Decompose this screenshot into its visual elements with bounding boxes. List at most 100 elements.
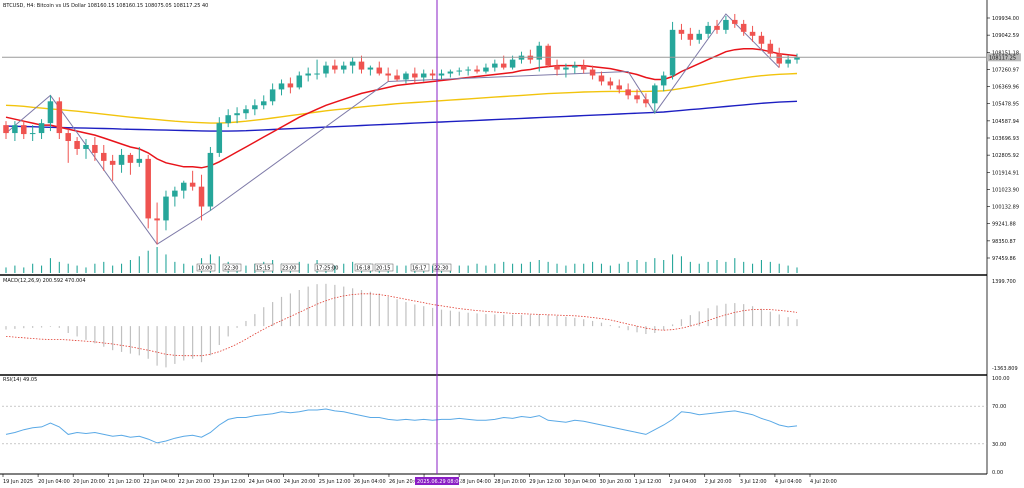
time-tick-label: 2 Jul 04:00	[670, 479, 697, 485]
session-tag-box	[196, 263, 216, 272]
candle-body	[385, 73, 391, 76]
candle-body	[492, 63, 498, 68]
time-tick-label: 1 Jul 12:00	[635, 479, 662, 485]
candle-body	[127, 154, 134, 163]
candle-body	[189, 182, 196, 187]
ma-fast-line	[5, 47, 798, 169]
candle-body	[260, 101, 267, 106]
candle-body	[340, 65, 347, 70]
candle-body	[474, 69, 480, 72]
time-tick-label: 24 Jun 04:00	[249, 479, 281, 485]
candle-body	[38, 123, 45, 134]
candle-body	[12, 125, 18, 134]
candle-body	[278, 83, 285, 90]
price-tick-label: 108151.18	[992, 50, 1019, 56]
candle-body	[47, 101, 54, 124]
candle-body	[669, 29, 676, 76]
time-tick-label: 26 Jun 20:00	[389, 479, 421, 485]
candle-body	[65, 133, 71, 142]
candle-body	[687, 33, 694, 40]
candle-body	[740, 23, 747, 32]
candle-body	[572, 65, 578, 68]
candle-body	[21, 125, 27, 135]
candle-body	[678, 29, 685, 34]
macd-tick-label: 1399.700	[992, 279, 1016, 285]
time-tick-label: 30 Jun 04:00	[564, 479, 596, 485]
session-tag-box	[254, 263, 274, 272]
time-tick-label: 28 Jun 20:00	[494, 479, 526, 485]
time-tick-label: 2 Jul 20:00	[705, 479, 732, 485]
candle-body	[367, 67, 374, 70]
candle-body	[243, 109, 249, 114]
candle-body	[287, 83, 294, 88]
candle-body	[616, 85, 623, 90]
time-tick-label: 23 Jun 12:00	[214, 479, 246, 485]
macd-panel[interactable]	[5, 283, 798, 368]
candle-body	[216, 123, 223, 153]
price-tick-label: 109042.59	[992, 33, 1019, 39]
candle-body	[136, 158, 143, 163]
candle-body	[420, 73, 427, 78]
current-price-badge	[987, 53, 1021, 62]
price-tick-label: 105478.95	[992, 102, 1019, 108]
candle-body	[118, 154, 125, 165]
time-tick-label: 29 Jun 12:00	[529, 479, 561, 485]
chart-header: BTCUSD, H4: Bitcoin vs US Dollar 108160.…	[3, 3, 208, 9]
candle-body	[749, 31, 756, 36]
price-tick-label: 106369.96	[992, 85, 1019, 91]
crosshair-overlay: 2025.06.29 08:00	[415, 0, 462, 485]
price-tick-label: 98350.87	[992, 239, 1016, 245]
time-tick-label: 20 Jun 20:00	[73, 479, 105, 485]
candle-body	[314, 73, 320, 75]
price-tick-label: 99241.88	[992, 222, 1016, 228]
candle-body	[323, 65, 329, 74]
candle-body	[412, 73, 418, 78]
candle-body	[785, 59, 791, 64]
session-tag-box	[280, 263, 300, 272]
price-tick-label: 101914.91	[992, 170, 1019, 176]
candle-body	[394, 75, 400, 80]
candle-body	[234, 113, 240, 116]
candle-body	[634, 95, 640, 100]
candle-body	[705, 25, 711, 34]
session-tag-box	[354, 263, 374, 272]
rsi-tick-label: 70.00	[992, 404, 1006, 410]
session-tag: 23:00	[282, 266, 296, 272]
macd-signal-line	[5, 293, 798, 357]
ma-slow-line	[5, 100, 798, 132]
chart-grid	[0, 0, 988, 475]
time-tick-label: 19 Jun 2025	[3, 479, 33, 485]
price-panel[interactable]: 10:00 22:30 15:15 23:00 17:25:00 16:18 20:15 16…	[2, 13, 987, 273]
price-tick-label: 102805.92	[992, 153, 1019, 159]
candle-body	[767, 43, 774, 54]
candle-body	[598, 75, 605, 82]
session-tag-box	[222, 263, 242, 272]
candle-body	[732, 19, 738, 24]
candle-body	[580, 65, 587, 70]
crosshair-time-label: 2025.06.29 08:00	[417, 479, 462, 485]
candle-body	[252, 105, 258, 110]
price-tick-label: 103696.93	[992, 136, 1019, 142]
session-tag: 15:15	[256, 266, 270, 272]
macd-title: MACD(12,26,9) 200.592 470.004	[3, 278, 86, 284]
session-tag-box	[374, 263, 394, 272]
candle-body	[349, 61, 356, 66]
candle-body	[723, 19, 729, 30]
candle-body	[403, 73, 409, 80]
candle-body	[163, 196, 169, 221]
candle-body	[296, 75, 303, 88]
rsi-line	[5, 408, 798, 444]
rsi-panel[interactable]	[2, 405, 987, 445]
session-tag: 10:00	[198, 266, 212, 272]
candle-body	[447, 71, 454, 74]
rsi-tick-label: 100.00	[992, 376, 1010, 382]
candle-body	[660, 75, 667, 86]
candle-body	[536, 45, 543, 60]
time-tick-label: 26 Jun 04:00	[354, 479, 386, 485]
session-tag-box	[410, 263, 430, 272]
candle-body	[358, 61, 365, 70]
session-tag: 22:30	[434, 266, 448, 272]
candle-body	[3, 125, 9, 134]
candle-body	[509, 59, 516, 68]
